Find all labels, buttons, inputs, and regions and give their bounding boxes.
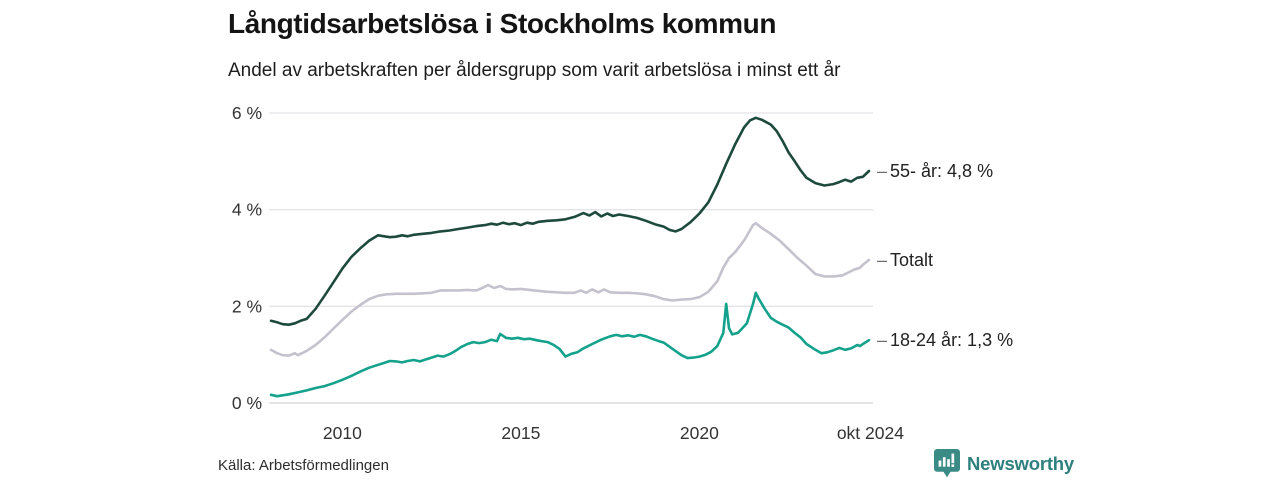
label-dash: – [877,249,888,270]
y-tick-label: 4 % [232,200,262,220]
series-line-18-24-r [269,291,871,398]
series-label-text: 18-24 år: 1,3 % [890,330,1014,351]
newsworthy-icon [934,449,960,478]
label-dash: – [877,330,888,351]
x-tick-label: 2010 [323,423,362,443]
x-tick-label: 2020 [680,423,719,443]
series-label-text: 55- år: 4,8 % [890,161,994,181]
y-tick-label: 0 % [232,393,262,413]
source-note: Källa: Arbetsförmedlingen [218,457,389,474]
y-tick-label: 2 % [232,296,262,316]
series-label-totalt: – Totalt [877,249,933,271]
series-line-Totalt [269,221,871,357]
series-label-18-24: –18-24 år: 1,3 % [877,329,1013,351]
chart-subtitle: Andel av arbetskraften per åldersgrupp s… [228,60,841,81]
newsworthy-logo-text: Newsworthy [967,452,1074,474]
series-line-55--r [269,116,871,327]
chart-title: Långtidsarbetslösa i Stockholms kommun [228,8,777,39]
x-tick-label: okt 2024 [837,423,904,443]
label-dash: – [877,161,888,181]
newsworthy-logo[interactable]: Newsworthy [934,449,1074,478]
series-label-text: Totalt [890,249,934,270]
x-tick-label: 2015 [501,423,540,443]
y-tick-label: 6 % [232,103,262,123]
series-label-55: –55- år: 4,8 % [877,160,993,182]
